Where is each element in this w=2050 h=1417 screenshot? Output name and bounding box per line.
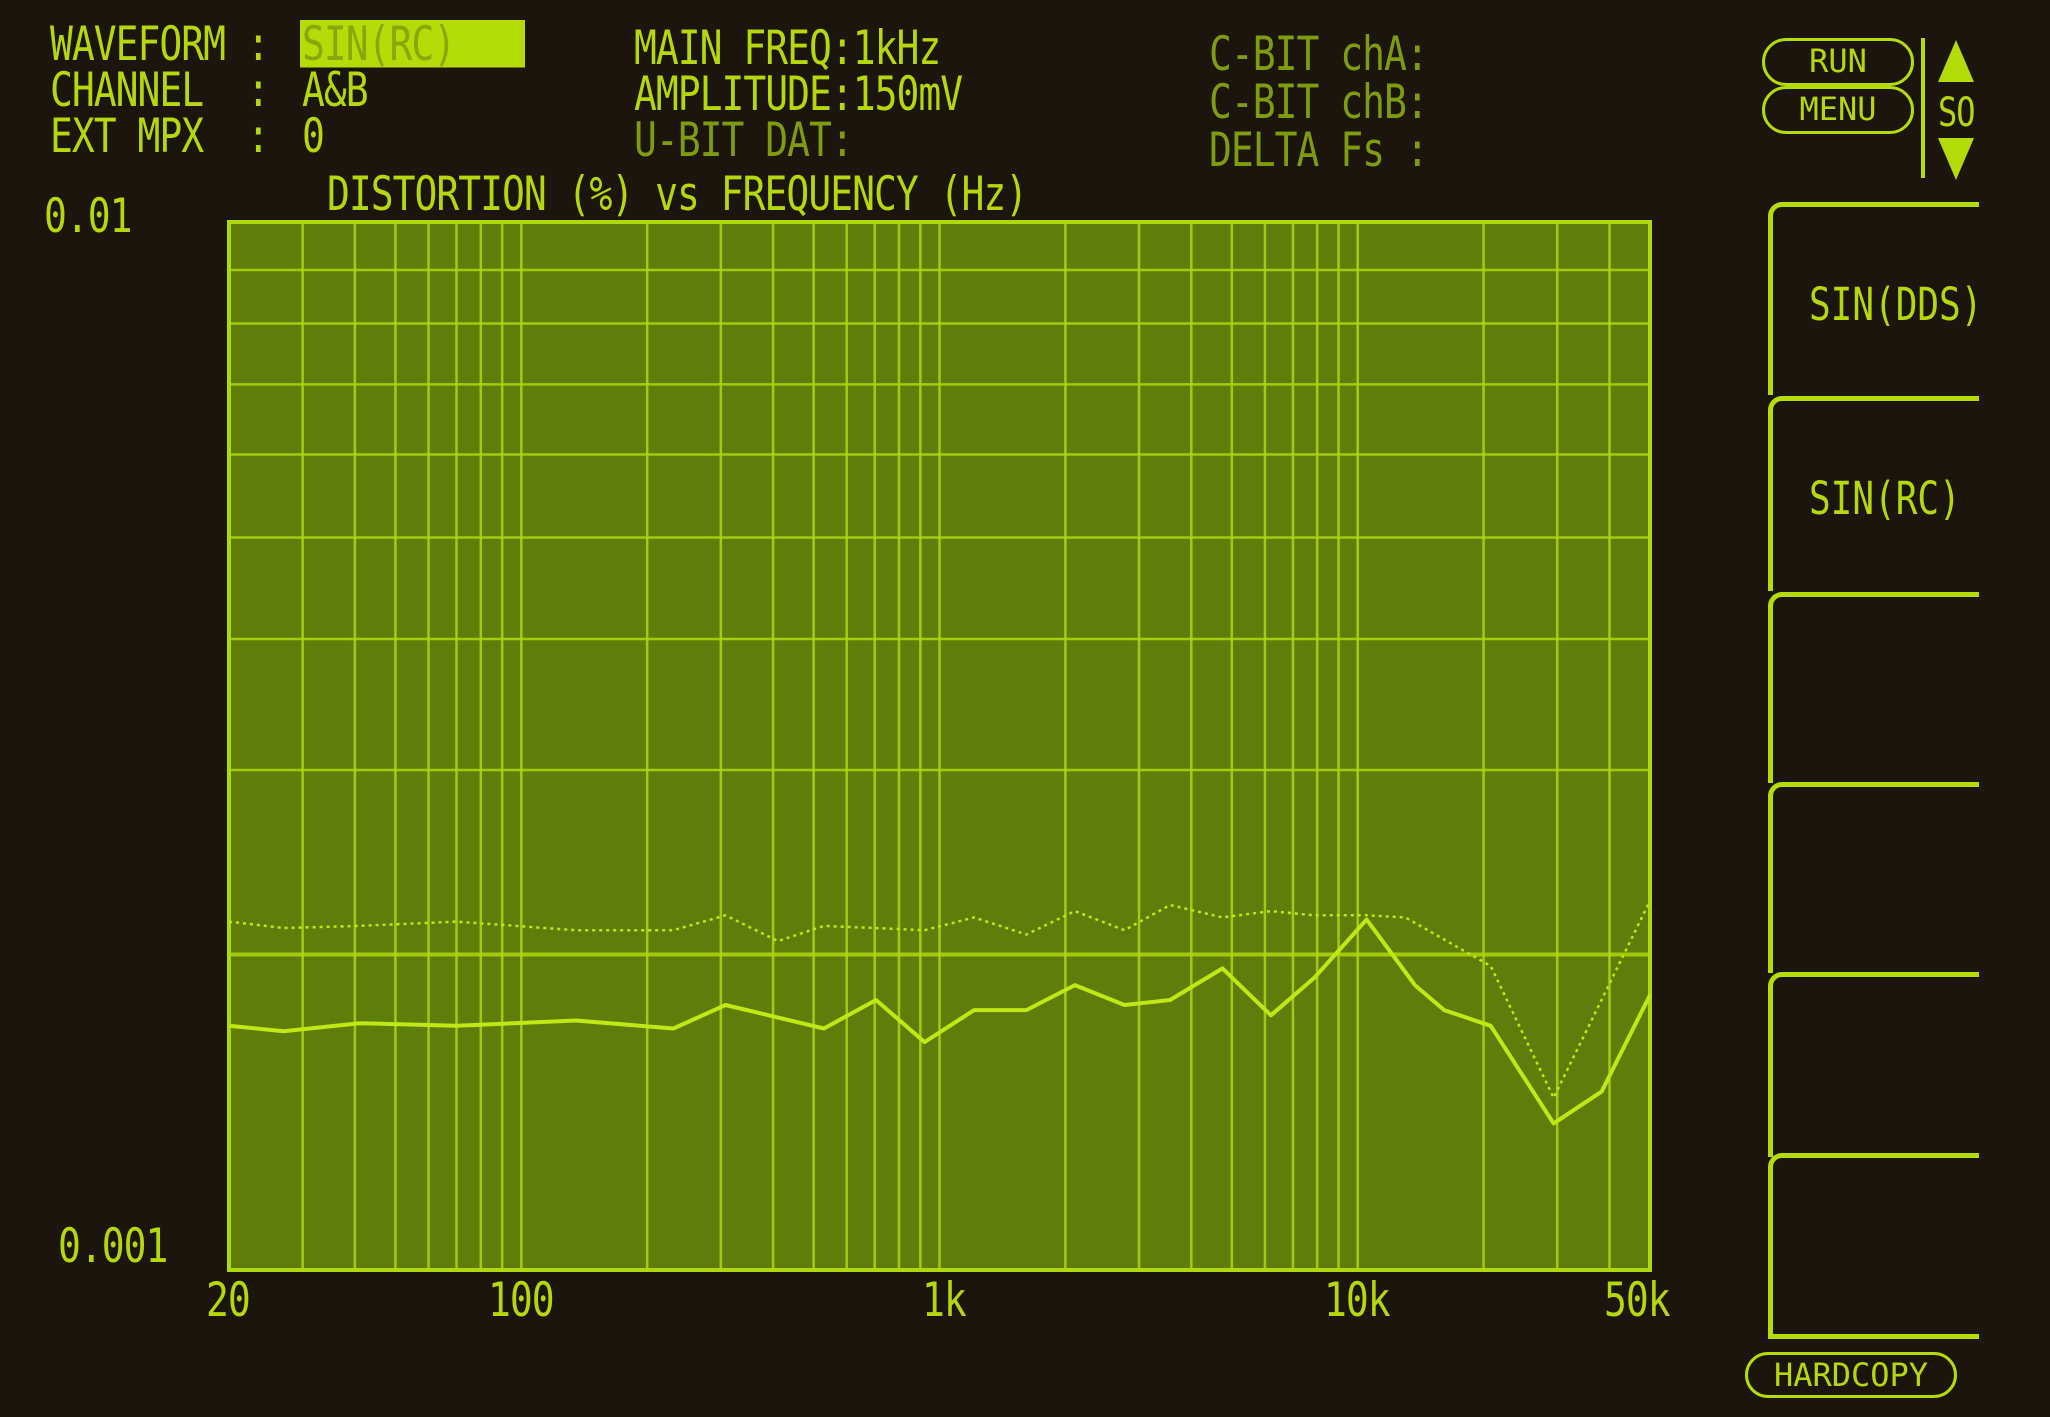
hardcopy-button[interactable]: HARDCOPY xyxy=(1745,1352,1957,1398)
x-tick-1k: 1k xyxy=(922,1272,967,1328)
series-1-line xyxy=(228,917,1652,1126)
y-tick-bottom: 0.001 xyxy=(58,1218,168,1274)
menu-button[interactable]: MENU xyxy=(1762,86,1914,134)
softkey-4[interactable] xyxy=(1768,782,1979,973)
softkey-6[interactable] xyxy=(1768,1153,1979,1339)
arrow-up-icon[interactable] xyxy=(1938,40,1974,82)
scroll-bar[interactable] xyxy=(1921,38,1925,178)
softkey-1[interactable]: SIN(DDS) xyxy=(1768,202,1983,395)
softkey-label: SIN(DDS) xyxy=(1809,279,1983,332)
x-tick-20: 20 xyxy=(206,1272,251,1328)
ext-mpx-value: 0 xyxy=(302,108,325,164)
run-button[interactable]: RUN xyxy=(1762,38,1914,86)
delta-fs: DELTA Fs : xyxy=(1209,122,1429,178)
scroll-label: SO xyxy=(1938,88,1976,136)
y-tick-top: 0.01 xyxy=(44,188,133,244)
softkey-2[interactable]: SIN(RC) xyxy=(1768,396,1979,591)
waveform-value[interactable]: SIN(RC) xyxy=(300,20,526,68)
x-tick-50k: 50k xyxy=(1604,1272,1671,1328)
series-2-line xyxy=(228,900,1652,1100)
u-bit-dat: U-BIT DAT: xyxy=(634,112,854,168)
x-tick-100: 100 xyxy=(488,1272,555,1328)
ext-mpx-label: EXT MPX : xyxy=(50,108,270,164)
softkey-label: SIN(RC) xyxy=(1809,473,1961,526)
channel-value: A&B xyxy=(302,62,369,118)
cbit-chb: C-BIT chB: xyxy=(1209,74,1429,130)
softkey-5[interactable] xyxy=(1768,972,1979,1157)
amplitude: AMPLITUDE:150mV xyxy=(634,66,963,122)
softkey-3[interactable] xyxy=(1768,592,1979,783)
channel-label: CHANNEL : xyxy=(50,62,270,118)
main-freq: MAIN FREQ:1kHz xyxy=(634,20,941,76)
chart-title: DISTORTION (%) vs FREQUENCY (Hz) xyxy=(327,166,1028,222)
cbit-cha: C-BIT chA: xyxy=(1209,26,1429,82)
waveform-label: WAVEFORM : xyxy=(50,16,270,72)
arrow-down-icon[interactable] xyxy=(1938,138,1974,180)
x-tick-10k: 10k xyxy=(1324,1272,1391,1328)
